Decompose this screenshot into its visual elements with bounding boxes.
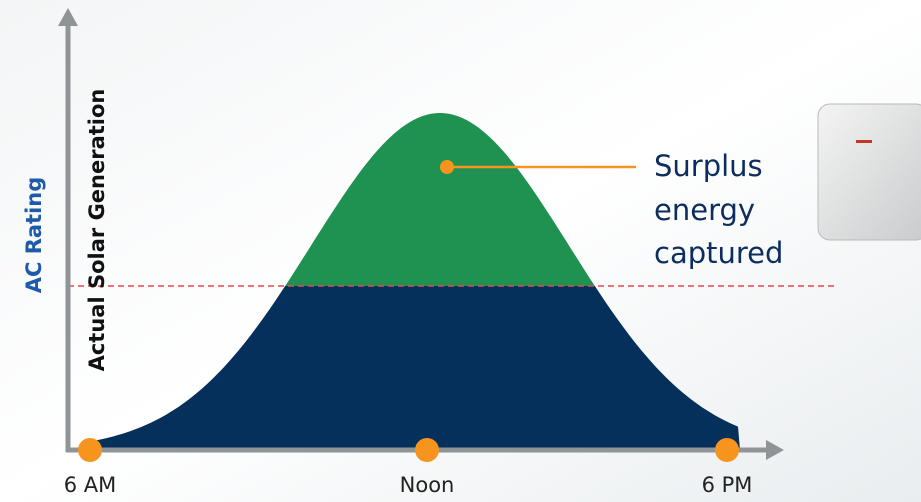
time-marker	[715, 438, 739, 462]
y-arrow	[58, 8, 78, 26]
generation-area	[90, 286, 740, 450]
x-label: Noon	[400, 473, 455, 497]
time-marker	[415, 438, 439, 462]
generation-curve	[90, 113, 740, 450]
callout-text: Surplus	[654, 149, 763, 183]
surplus-area	[285, 113, 595, 286]
device-body	[817, 103, 921, 241]
inverter-device	[817, 103, 921, 241]
device-logo	[856, 140, 872, 143]
x-label: 6 AM	[64, 473, 117, 497]
y-label-outer: AC Rating	[22, 177, 46, 294]
x-label: 6 PM	[702, 473, 753, 497]
time-marker	[78, 438, 102, 462]
x-arrow	[766, 440, 784, 460]
y-label-inner: Actual Solar Generation	[85, 89, 109, 372]
callout-text: energy	[654, 193, 755, 227]
callout-dot	[440, 160, 454, 174]
callout-text: captured	[654, 236, 783, 270]
